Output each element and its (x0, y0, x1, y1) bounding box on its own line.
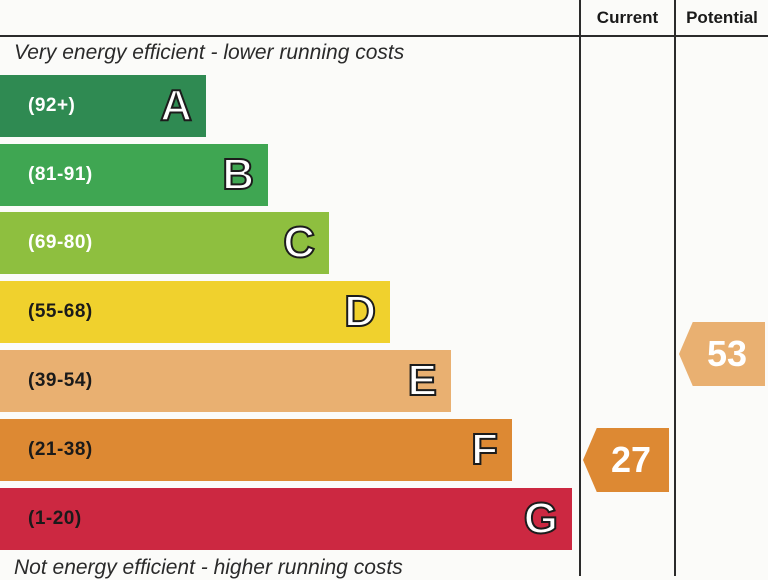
band-letter: A (159, 80, 193, 131)
bottom-caption: Not energy efficient - higher running co… (14, 556, 403, 579)
band-range-label: (55-68) (28, 301, 93, 322)
current-rating-value: 27 (610, 439, 652, 480)
current-column-left-border (579, 0, 581, 576)
band-range-label: (21-38) (28, 439, 93, 460)
potential-rating-value: 53 (706, 333, 748, 374)
band-b: (81-91) B (0, 144, 268, 206)
band-e: (39-54) E (0, 350, 451, 412)
potential-column-left-border (674, 0, 676, 576)
band-d: (55-68) D (0, 281, 390, 343)
band-range-label: (81-91) (28, 164, 93, 185)
top-caption: Very energy efficient - lower running co… (14, 41, 405, 64)
header-bottom-border (0, 35, 768, 37)
potential-rating-arrow: 53 (679, 322, 765, 386)
band-c: (69-80) C (0, 212, 329, 274)
band-letter: E (407, 355, 438, 406)
band-range-label: (39-54) (28, 370, 93, 391)
current-column-header: Current (596, 8, 659, 27)
band-letter: F (470, 424, 499, 475)
band-g: (1-20) G (0, 488, 572, 550)
band-letter: D (343, 286, 377, 337)
band-letter: B (221, 149, 255, 200)
potential-column-header: Potential (686, 8, 758, 27)
band-f: (21-38) F (0, 419, 512, 481)
band-letter: G (523, 493, 559, 544)
band-a: (92+) A (0, 75, 206, 137)
current-rating-arrow: 27 (583, 428, 669, 492)
band-range-label: (1-20) (28, 508, 82, 529)
band-range-label: (69-80) (28, 232, 93, 253)
band-range-label: (92+) (28, 95, 76, 116)
band-letter: C (282, 217, 316, 268)
